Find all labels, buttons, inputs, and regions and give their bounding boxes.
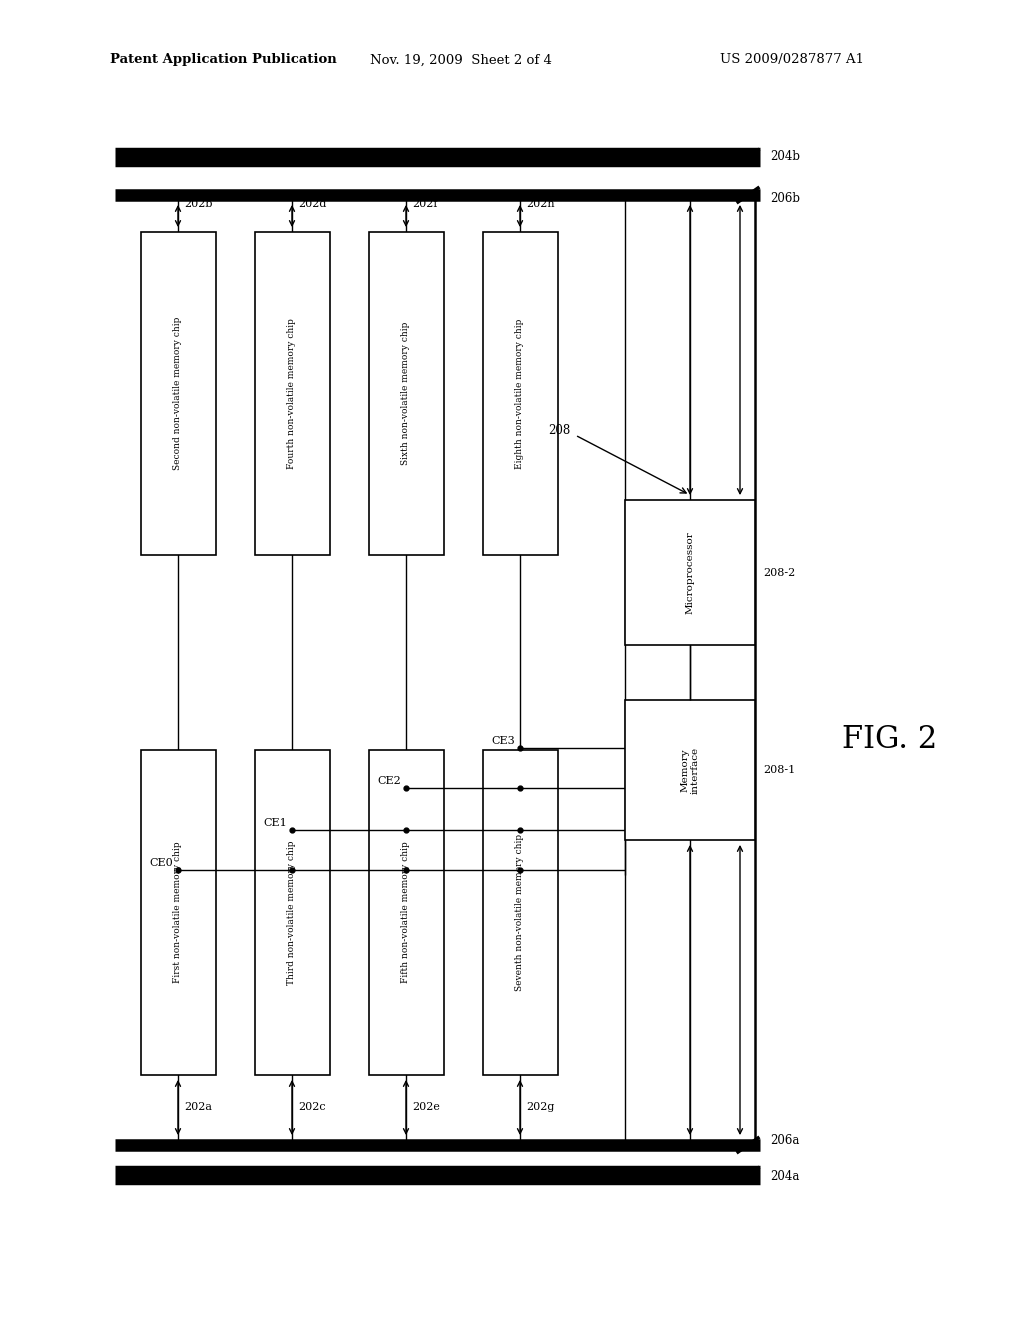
Text: Eighth non-volatile memory chip: Eighth non-volatile memory chip bbox=[515, 318, 524, 469]
Text: 208-2: 208-2 bbox=[763, 568, 796, 578]
Bar bbox=[483, 232, 558, 554]
Bar bbox=[483, 750, 558, 1074]
Bar bbox=[369, 232, 444, 554]
Text: 202e: 202e bbox=[412, 1102, 440, 1111]
Text: 202c: 202c bbox=[298, 1102, 326, 1111]
Text: CE0: CE0 bbox=[150, 858, 173, 869]
Text: Fifth non-volatile memory chip: Fifth non-volatile memory chip bbox=[401, 842, 411, 983]
Text: 202g: 202g bbox=[526, 1102, 554, 1111]
Text: Sixth non-volatile memory chip: Sixth non-volatile memory chip bbox=[401, 322, 411, 465]
Text: 202a: 202a bbox=[184, 1102, 212, 1111]
Text: Memory
interface: Memory interface bbox=[680, 746, 699, 793]
Text: 206a: 206a bbox=[770, 1134, 800, 1147]
Text: CE1: CE1 bbox=[263, 818, 287, 828]
Bar bbox=[141, 750, 216, 1074]
Text: 208-1: 208-1 bbox=[763, 766, 796, 775]
Bar bbox=[255, 750, 330, 1074]
Bar bbox=[625, 700, 755, 840]
Text: 202h: 202h bbox=[526, 199, 555, 209]
Text: Third non-volatile memory chip: Third non-volatile memory chip bbox=[288, 841, 297, 985]
Text: FIG. 2: FIG. 2 bbox=[843, 725, 938, 755]
Bar bbox=[625, 500, 755, 645]
Bar bbox=[369, 750, 444, 1074]
Text: 204a: 204a bbox=[770, 1171, 800, 1184]
Bar bbox=[255, 232, 330, 554]
Text: 206b: 206b bbox=[770, 193, 800, 206]
Text: 208: 208 bbox=[548, 424, 570, 437]
Bar bbox=[141, 232, 216, 554]
Text: 204b: 204b bbox=[770, 150, 800, 164]
Text: CE2: CE2 bbox=[377, 776, 401, 785]
Text: Microprocessor: Microprocessor bbox=[685, 531, 694, 614]
Text: Fourth non-volatile memory chip: Fourth non-volatile memory chip bbox=[288, 318, 297, 469]
Text: US 2009/0287877 A1: US 2009/0287877 A1 bbox=[720, 54, 864, 66]
Text: 202f: 202f bbox=[412, 199, 437, 209]
Text: Nov. 19, 2009  Sheet 2 of 4: Nov. 19, 2009 Sheet 2 of 4 bbox=[370, 54, 552, 66]
Text: Seventh non-volatile memory chip: Seventh non-volatile memory chip bbox=[515, 834, 524, 991]
Text: CE3: CE3 bbox=[492, 737, 515, 746]
Text: Second non-volatile memory chip: Second non-volatile memory chip bbox=[173, 317, 182, 470]
Text: 202d: 202d bbox=[298, 199, 327, 209]
Text: 202b: 202b bbox=[184, 199, 213, 209]
Text: Patent Application Publication: Patent Application Publication bbox=[110, 54, 337, 66]
Text: First non-volatile memory chip: First non-volatile memory chip bbox=[173, 842, 182, 983]
